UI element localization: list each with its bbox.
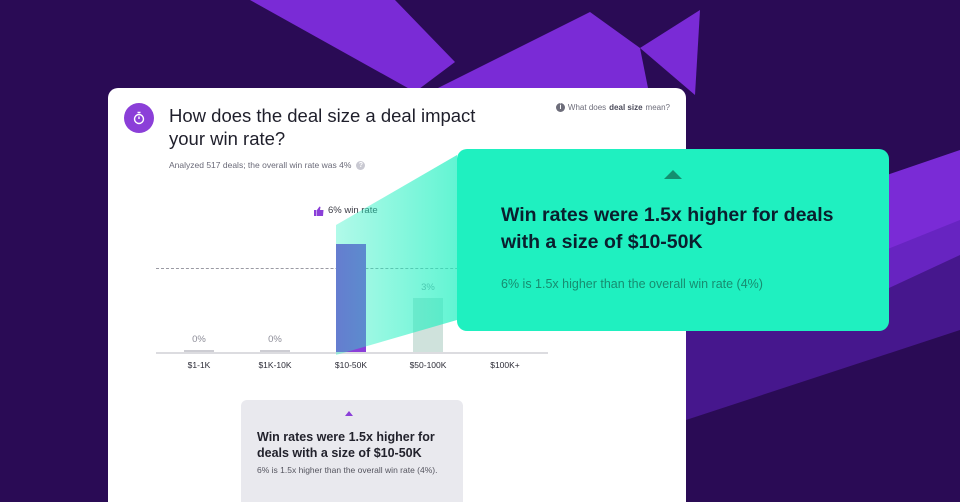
category-label: $100K+ <box>490 360 520 370</box>
category-label: $1K-10K <box>258 360 292 370</box>
help-term: deal size <box>609 103 643 112</box>
chart-baseline <box>156 352 548 354</box>
bar-value-label: 0% <box>192 334 206 345</box>
bar-1k-10k[interactable] <box>260 350 290 352</box>
bar-value-label: 3% <box>421 282 435 293</box>
thumbs-up-icon <box>314 206 324 216</box>
help-suffix: mean? <box>645 103 670 112</box>
insight-callout: Win rates were 1.5x higher for deals wit… <box>457 149 889 331</box>
info-icon: i <box>555 103 565 112</box>
mini-caret-up-icon <box>345 411 353 416</box>
bar-10-50k[interactable] <box>336 244 366 352</box>
card-title: How does the deal size a deal impact you… <box>169 105 476 149</box>
deal-size-help-link[interactable]: i What does deal size mean? <box>555 103 670 112</box>
callout-caret-up-icon <box>664 170 682 179</box>
win-rate-tag-text: 6% win rate <box>328 205 378 216</box>
mini-insight-box: Win rates were 1.5x higher for deals wit… <box>241 400 463 502</box>
bar-50-100k[interactable] <box>413 298 443 352</box>
callout-headline: Win rates were 1.5x higher for deals wit… <box>501 204 834 253</box>
help-prefix: What does <box>567 103 607 112</box>
analyzed-text: Analyzed 517 deals; the overall win rate… <box>169 160 352 170</box>
bar-value-label: 0% <box>268 334 282 345</box>
callout-detail: 6% is 1.5x higher than the overall win r… <box>501 277 763 291</box>
mini-insight-headline: Win rates were 1.5x higher for deals wit… <box>257 430 435 460</box>
win-rate-tag: 6% win rate <box>314 205 378 216</box>
category-label: $1-1K <box>187 360 211 370</box>
timer-icon <box>124 103 154 133</box>
category-label: $10-50K <box>334 360 368 370</box>
mini-insight-detail: 6% is 1.5x higher than the overall win r… <box>257 465 438 475</box>
category-label: $50-100K <box>409 360 447 370</box>
bar-1-1k[interactable] <box>184 350 214 352</box>
